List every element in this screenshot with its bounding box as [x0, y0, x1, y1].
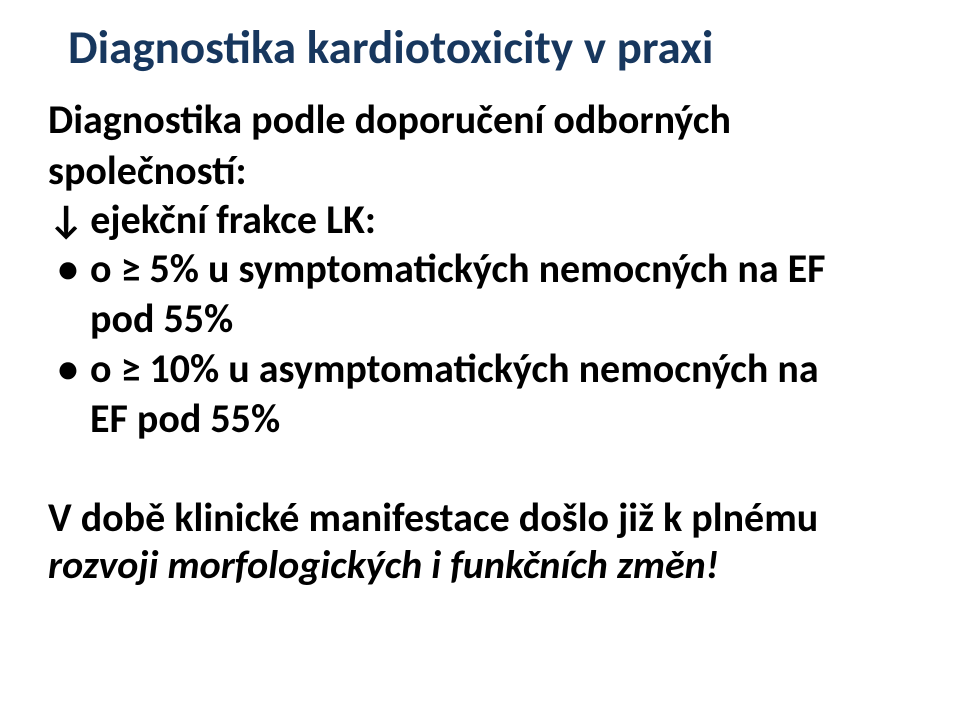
arrow-line-text: ejekční frakce LK: — [90, 195, 376, 244]
subtitle-line1: Diagnostika podle doporučení odborných — [48, 96, 912, 143]
bullet-list: o ≥ 5% u symptomatických nemocných na EF — [48, 246, 912, 292]
footer-line2-italic: rozvoji morfologických i funkčních změn! — [48, 541, 912, 588]
subtitle-line2: společností: — [48, 147, 912, 194]
list-item-continued: pod 55% — [48, 296, 912, 342]
list-item: o ≥ 10% u asymptomatických nemocných na — [48, 346, 912, 392]
spacer — [48, 446, 912, 494]
down-arrow-icon: ↓ — [48, 196, 84, 243]
list-item: o ≥ 5% u symptomatických nemocných na EF — [48, 246, 912, 292]
list-item-continued: EF pod 55% — [48, 396, 912, 442]
slide-title: Diagnostika kardiotoxicity v praxi — [48, 20, 912, 74]
bullet-list: o ≥ 10% u asymptomatických nemocných na — [48, 346, 912, 392]
arrow-line: ↓ejekční frakce LK: — [48, 196, 912, 243]
slide: Diagnostika kardiotoxicity v praxi Diagn… — [0, 0, 960, 722]
footer-line1: V době klinické manifestace došlo již k … — [48, 494, 912, 541]
